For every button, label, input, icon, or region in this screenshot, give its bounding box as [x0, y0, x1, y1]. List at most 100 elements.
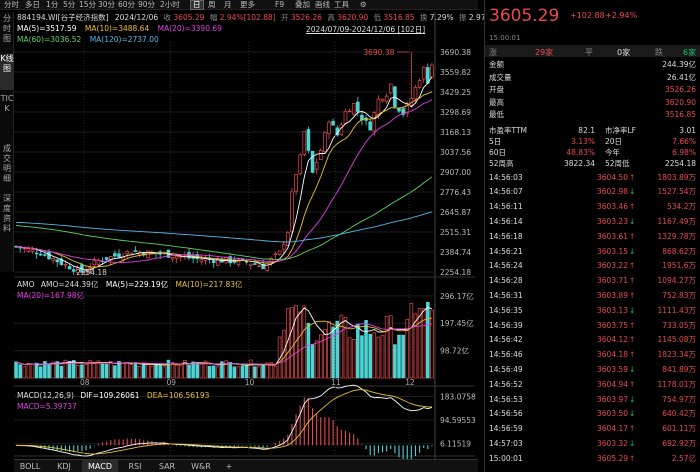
- toolbar-item-11[interactable]: 月: [224, 0, 232, 9]
- candle-body: [290, 191, 294, 233]
- toolbar-item-5[interactable]: 30分: [98, 0, 116, 9]
- tick-time: 14:56:59: [489, 424, 523, 434]
- toolbar-item-8[interactable]: 2小时: [160, 0, 180, 9]
- amo-bar: [421, 308, 426, 379]
- ratio-key-1: 5日: [489, 137, 502, 146]
- indicator-tab-1[interactable]: KDJ: [57, 462, 71, 471]
- candle-body: [26, 248, 31, 252]
- toolbar-item-2[interactable]: 1分: [46, 0, 59, 9]
- amo-bar: [401, 334, 405, 379]
- candle-body: [306, 129, 311, 151]
- candle-body: [388, 83, 393, 94]
- tick-price: 3603.59: [597, 364, 629, 374]
- tick-time: 14:56:14: [489, 216, 523, 226]
- tick-volume: 733.05万: [662, 320, 696, 330]
- view-tab-4[interactable]: 深度资料: [0, 194, 14, 240]
- candle-body: [302, 131, 307, 155]
- date-range-label[interactable]: 2024/07/09-2024/12/06 [102日]: [306, 25, 426, 34]
- amo-axis-label: 197.45亿: [440, 318, 474, 328]
- toolbar-item-12[interactable]: 更多: [240, 0, 255, 9]
- toolbar-item-13[interactable]: F9: [275, 0, 285, 9]
- indicator-tab-4[interactable]: SAR: [158, 462, 176, 471]
- view-tab-1[interactable]: K线图: [0, 54, 14, 90]
- view-tab-label: 分时图: [3, 14, 11, 43]
- amo-bar: [199, 363, 204, 379]
- candle-body: [417, 80, 422, 88]
- tick-time: 14:57:03: [489, 438, 523, 448]
- toolbar-item-0[interactable]: 分时: [4, 0, 19, 9]
- indicator-tab-5[interactable]: W&R: [191, 462, 211, 471]
- high-value: 3620.90: [337, 13, 369, 22]
- view-tab-2[interactable]: TICK: [0, 94, 14, 140]
- toolbar-item-6[interactable]: 60分: [118, 0, 136, 9]
- toolbar-item-4[interactable]: 15分: [79, 0, 97, 9]
- toolbar-item-16[interactable]: 工具: [334, 0, 349, 9]
- amo-bar: [347, 337, 352, 379]
- toolbar-item-3[interactable]: 5分: [63, 0, 76, 9]
- toolbar-item-1[interactable]: 多日: [25, 0, 40, 9]
- tick-volume: 640.42万: [662, 409, 696, 419]
- amo-bar: [360, 335, 364, 379]
- low-value: 3516.85: [383, 13, 415, 22]
- indicator-tabs: BOLL KDJ MACD RSI SAR W&R +: [14, 459, 478, 472]
- indicator-tab-0[interactable]: BOLL: [19, 462, 41, 471]
- tick-row: 14:56:46 3604.18 ↑ 1823.34万: [489, 350, 696, 359]
- amo-value: AMO=244.39亿: [40, 280, 99, 289]
- toolbar-item-14[interactable]: 叠加: [295, 0, 310, 9]
- amo-bar: [409, 303, 414, 379]
- amo-bar: [220, 361, 224, 379]
- amo-bar: [203, 360, 208, 379]
- tick-price: 3604.50: [597, 172, 629, 182]
- tick-volume: 2.57亿: [671, 453, 696, 463]
- candle-body: [397, 107, 401, 112]
- view-tab-3[interactable]: 成交明细: [0, 144, 14, 190]
- price-pct: +2.94%: [605, 11, 638, 20]
- candle-body: [174, 256, 179, 259]
- candle-body: [113, 253, 117, 257]
- candle-body: [286, 232, 290, 246]
- indicator-tab-6[interactable]: +: [225, 462, 233, 471]
- candle-body: [405, 102, 410, 114]
- amo-bar: [150, 365, 154, 379]
- ratio-row: 60日 48.83% 今年 6.98%: [489, 148, 696, 157]
- arrow-down-icon: ↓: [629, 216, 636, 226]
- breadth-up-label: 涨: [489, 48, 497, 57]
- indicator-tab-3[interactable]: RSI: [128, 462, 142, 471]
- candle-body: [380, 99, 385, 102]
- tick-price: 3603.61: [597, 231, 629, 241]
- view-tab-0[interactable]: 分时图: [0, 14, 14, 50]
- indicator-tab-2[interactable]: MACD: [82, 460, 118, 472]
- amo-bar: [113, 365, 117, 379]
- amo-bar: [323, 328, 327, 379]
- candle-body: [384, 95, 389, 102]
- low-mark: 2254.18: [76, 268, 107, 277]
- amo-bar: [286, 308, 290, 379]
- toolbar-item-9[interactable]: 日: [190, 0, 204, 10]
- candle-body: [310, 150, 315, 173]
- month-label: 08: [80, 378, 90, 387]
- tick-time: 14:56:03: [489, 172, 523, 182]
- toolbar-item-10[interactable]: 周: [208, 0, 216, 9]
- candle-body: [43, 254, 47, 256]
- stat-value: 3516.85: [664, 110, 696, 119]
- candle-body: [347, 110, 352, 113]
- amo-bar: [183, 359, 187, 379]
- amplitude-label: 振: [459, 13, 467, 22]
- turnover-value: 7.29%: [429, 13, 454, 22]
- tick-row: 14:56:03 3604.50 ↑ 1803.89万: [489, 173, 696, 182]
- tick-row: 14:56:11 3603.46 ↑ 534.2万: [489, 202, 696, 211]
- amo-bar: [178, 364, 183, 379]
- toolbar-item-7[interactable]: 90分: [138, 0, 156, 9]
- toolbar-item-15[interactable]: 画线: [315, 0, 330, 9]
- tick-time: 14:56:18: [489, 231, 523, 241]
- amo-axis-label: 98.72亿: [440, 346, 469, 356]
- price-axis-label: 2384.74: [440, 248, 471, 257]
- amo-axis-label: 296.17亿: [440, 291, 474, 301]
- candle-body: [376, 98, 381, 116]
- candle-body: [92, 260, 97, 266]
- gear-icon[interactable]: ⚙: [360, 0, 367, 9]
- index-code: 884194.WI[谷子经济指数]: [17, 13, 109, 22]
- macd-params: MACD(12,26,9): [17, 391, 74, 400]
- kline-chart[interactable]: 3690.38 3559.82 3429.25 3298.69 3168.13 3037.…: [14, 12, 478, 459]
- tick-row: 14:56:35 3603.13 ↓ 1111.43万: [489, 306, 696, 315]
